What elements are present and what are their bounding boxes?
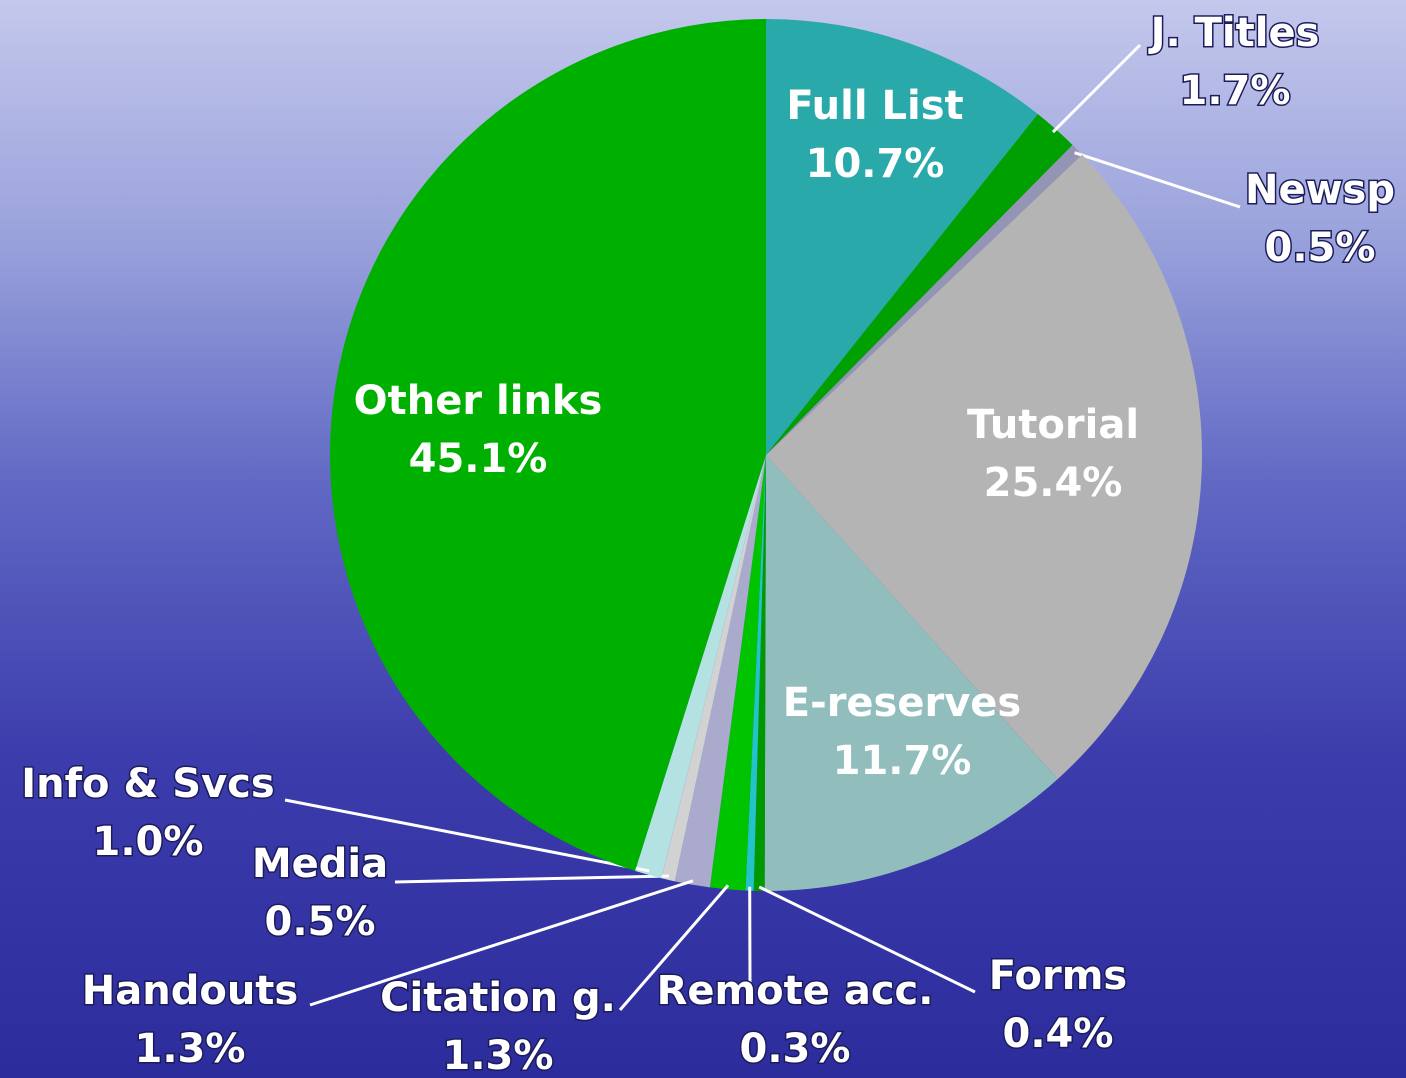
leader-line xyxy=(394,874,670,884)
pie-slice xyxy=(635,455,766,879)
slice-value-label: 45.1% xyxy=(409,436,548,482)
leader-line xyxy=(1074,151,1241,209)
slice-value-label: 0.4% xyxy=(1003,1011,1114,1057)
pie-slice xyxy=(766,145,1083,455)
slice-label: Forms xyxy=(989,953,1127,999)
slice-value-label: 1.3% xyxy=(135,1026,246,1072)
pie-slice xyxy=(661,455,766,882)
slice-label: Citation g. xyxy=(380,975,616,1021)
leader-line xyxy=(309,879,694,1007)
pie-slice xyxy=(753,455,766,891)
slice-value-label: 11.7% xyxy=(833,738,972,784)
slice-value-label: 1.0% xyxy=(93,819,204,865)
slice-label: Remote acc. xyxy=(657,968,934,1014)
leader-line xyxy=(758,885,976,994)
slice-value-label: 1.3% xyxy=(443,1033,554,1078)
slice-value-label: 25.4% xyxy=(984,460,1123,506)
slice-value-label: 0.3% xyxy=(740,1026,851,1072)
slice-label: Handouts xyxy=(82,968,298,1014)
leader-line xyxy=(618,884,730,1011)
pie-slice xyxy=(766,114,1073,455)
pie-slice xyxy=(330,19,766,871)
slice-value-label: 0.5% xyxy=(265,899,376,945)
pie-slice xyxy=(709,455,766,891)
slice-value-label: 10.7% xyxy=(806,141,945,187)
pie-slice xyxy=(764,455,1058,891)
pie-slice xyxy=(766,19,1038,455)
slice-label: Other links xyxy=(354,378,603,424)
slice-label: Newsp xyxy=(1245,167,1395,213)
leader-line xyxy=(284,798,650,873)
slice-label: J. Titles xyxy=(1148,10,1320,56)
slice-label: E-reserves xyxy=(783,680,1021,726)
slice-label: Full List xyxy=(786,83,963,129)
slice-label: Info & Svcs xyxy=(21,761,274,807)
slice-label: Media xyxy=(252,841,388,887)
leader-line xyxy=(1051,43,1142,134)
slice-value-label: 1.7% xyxy=(1180,68,1291,114)
pie-slice xyxy=(674,455,766,888)
pie-slice xyxy=(745,455,766,891)
pie-slice xyxy=(766,154,1202,780)
slice-label: Tutorial xyxy=(967,402,1139,448)
slice-value-label: 0.5% xyxy=(1265,225,1376,271)
